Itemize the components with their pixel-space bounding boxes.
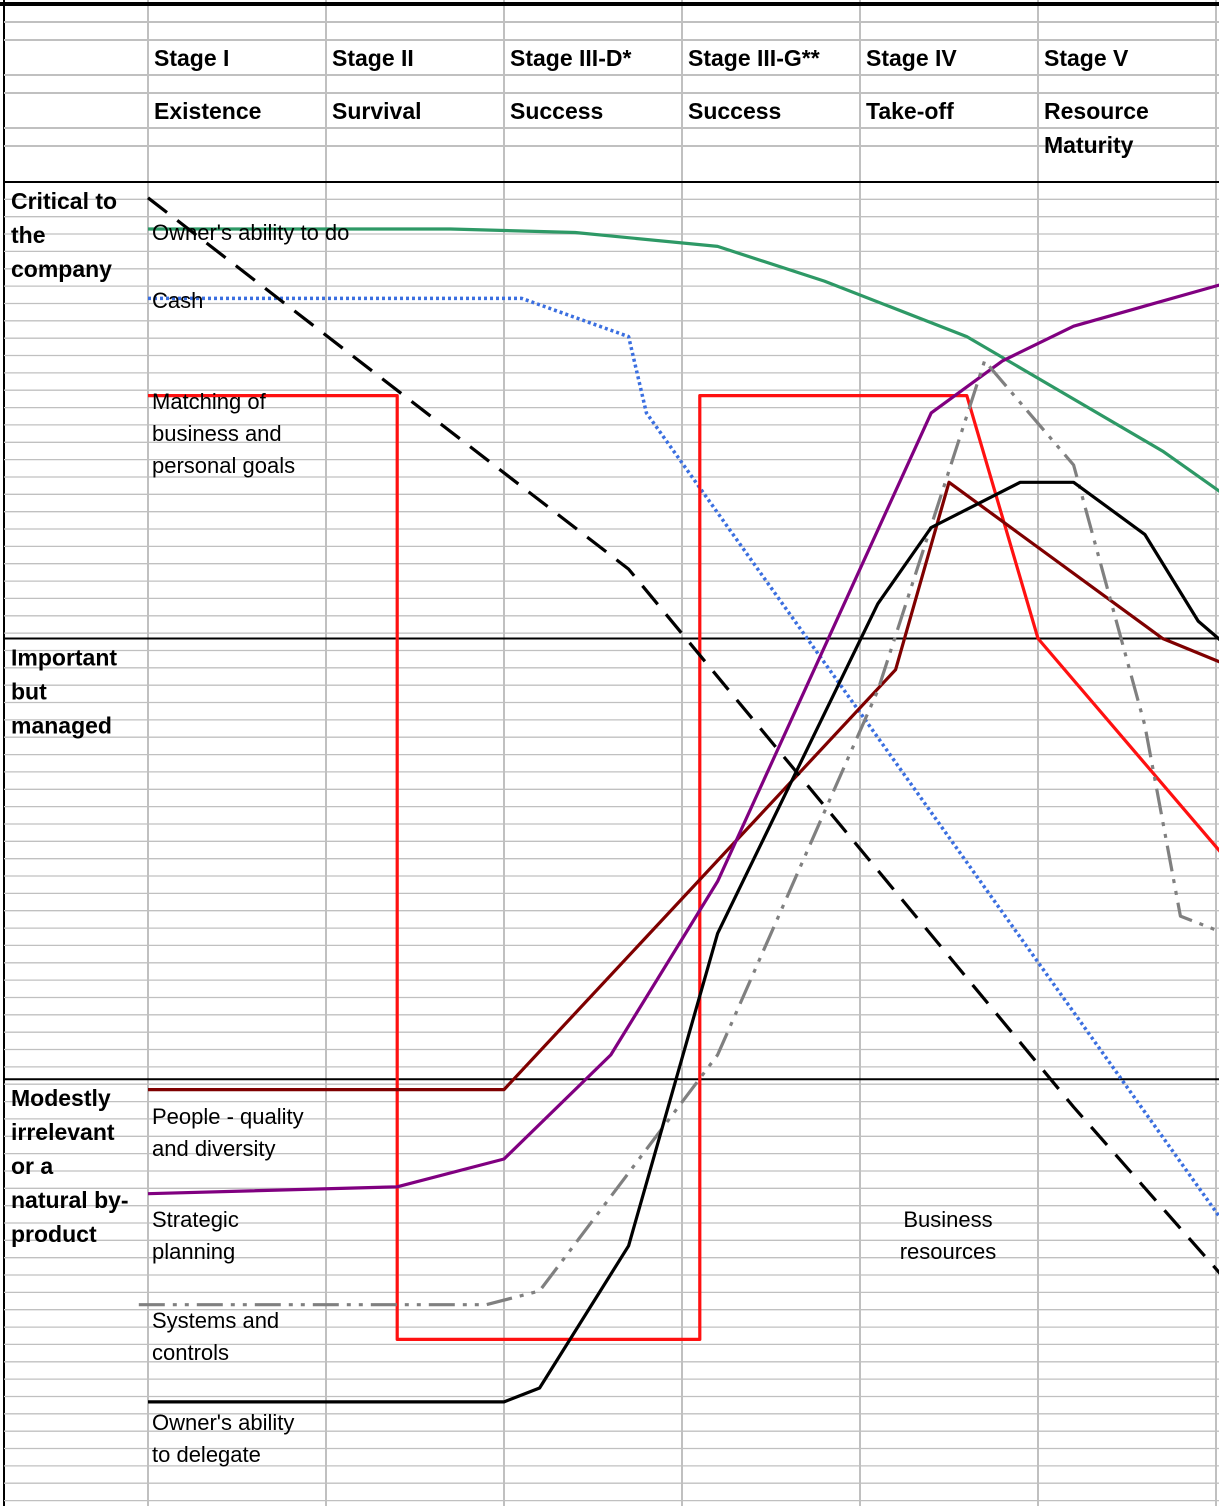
stage-name: Stage III-G** (688, 45, 820, 71)
zone-label: natural by- (11, 1187, 129, 1213)
zone-boundaries (4, 181, 1219, 1081)
annotation-matching-goals: business and (152, 421, 282, 446)
zone-labels: Critical to the company Important but managed… (11, 188, 129, 1247)
zone-label: or a (11, 1153, 53, 1179)
zone-label: but (11, 679, 47, 705)
zone-label: the (11, 222, 46, 248)
zone-label: Critical to (11, 188, 117, 214)
stage-desc: Existence (154, 98, 261, 124)
annotation-matching-goals: personal goals (152, 453, 295, 478)
series-line-delegate (148, 480, 1219, 1404)
series-annotations: Owner's ability to do Cash Matching of busi… (152, 220, 996, 1467)
zone-label: Important (11, 645, 117, 671)
annotation-strategic-planning: Strategic (152, 1207, 239, 1232)
stage-desc: Success (688, 98, 781, 124)
stage-name: Stage I (154, 45, 229, 71)
series-line-strategic-planning (147, 283, 1219, 1196)
zone-label: product (11, 1221, 97, 1247)
annotation-business-resources: resources (900, 1239, 997, 1264)
stage-headers: Stage I Existence Stage II Survival Stage II… (154, 45, 1149, 158)
stage-desc: Take-off (866, 98, 954, 124)
annotation-systems-controls: controls (152, 1340, 229, 1365)
annotation-delegate: Owner's ability (152, 1410, 294, 1435)
annotation-business-resources: Business (903, 1207, 992, 1232)
annotation-delegate: to delegate (152, 1442, 261, 1467)
zone-label: company (11, 256, 112, 282)
series-line-cash (148, 296, 1219, 1220)
stage-name: Stage III-D* (510, 45, 631, 71)
stage-name: Stage II (332, 45, 414, 71)
annotation-strategic-planning: planning (152, 1239, 235, 1264)
annotation-systems-controls: Systems and (152, 1308, 279, 1333)
zone-label: irrelevant (11, 1119, 115, 1145)
zone-label: managed (11, 713, 112, 739)
annotation-owners-ability-to-do: Owner's ability to do (152, 220, 349, 245)
series-line-systems-controls (138, 359, 1219, 1307)
chart-series (138, 196, 1219, 1404)
annotation-people: and diversity (152, 1136, 276, 1161)
annotation-matching-goals: Matching of (152, 389, 267, 414)
stage-desc: Success (510, 98, 603, 124)
series-line-business-resources (147, 196, 1219, 1275)
series-line-people (148, 480, 1219, 1092)
stage-desc: Resource (1044, 98, 1149, 124)
zone-label: Modestly (11, 1085, 111, 1111)
series-line-matching-goals (148, 394, 1219, 1342)
stage-name: Stage V (1044, 45, 1129, 71)
stage-desc: Survival (332, 98, 422, 124)
annotation-cash: Cash (152, 288, 203, 313)
series-line-owners-ability-to-do (148, 227, 1219, 493)
stage-name: Stage IV (866, 45, 957, 71)
stage-desc: Maturity (1044, 132, 1134, 158)
annotation-people: People - quality (152, 1104, 304, 1129)
